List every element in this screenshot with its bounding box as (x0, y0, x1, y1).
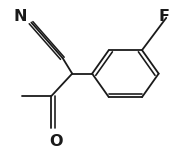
Text: F: F (159, 9, 170, 24)
Text: O: O (49, 134, 63, 149)
Text: N: N (13, 9, 27, 24)
